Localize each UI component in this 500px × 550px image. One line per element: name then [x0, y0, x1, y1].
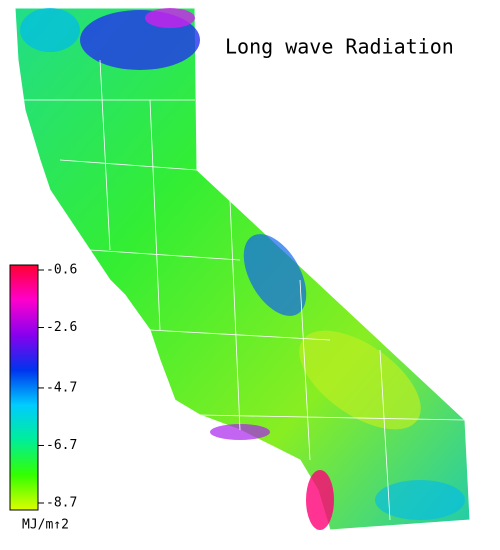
coast-band	[210, 424, 270, 440]
colorbar-tick-label: -2.6	[46, 320, 77, 335]
map-title: Long wave Radiation	[225, 35, 454, 59]
colorbar-tick-label: -8.7	[46, 496, 77, 511]
colorbar-tick-label: -4.7	[46, 380, 77, 395]
state-shape	[14, 7, 471, 531]
california-map	[14, 7, 471, 531]
colorbar-tick-label: -0.6	[46, 263, 77, 278]
colorbar-label: MJ/m↑2	[22, 518, 69, 533]
county-lines	[15, 59, 466, 521]
warm-region	[299, 330, 421, 430]
cold-region	[243, 234, 307, 316]
colorbar-tick-label: -6.7	[46, 438, 77, 453]
cold-region	[20, 8, 80, 52]
coast-band	[306, 470, 334, 530]
coast-band	[375, 480, 465, 520]
colorbar	[9, 264, 39, 511]
cold-region	[145, 8, 195, 28]
